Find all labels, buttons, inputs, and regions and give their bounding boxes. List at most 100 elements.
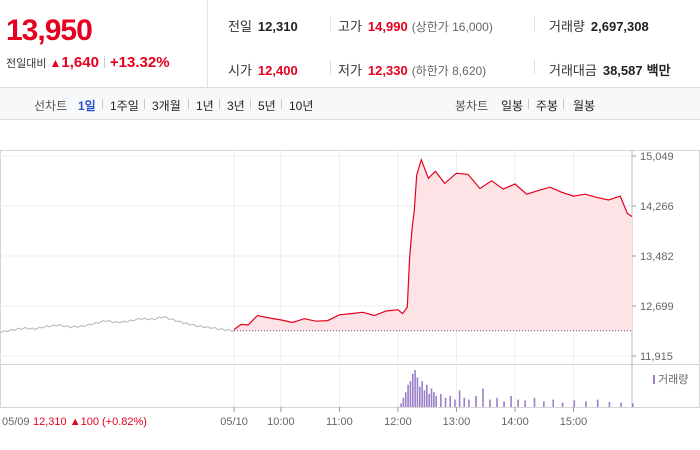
- volume-bar: [409, 381, 412, 407]
- y-tick-label: 14,266: [640, 201, 674, 213]
- volume-bar: [407, 384, 409, 407]
- x-tick-label: 14:00: [501, 416, 529, 428]
- tab-weekly-candle[interactable]: 주봉: [536, 99, 559, 113]
- amount-unit: 백만: [646, 63, 671, 78]
- change-label: 전일대비: [6, 58, 47, 70]
- volume-bar: [608, 401, 611, 407]
- volume-bar: [524, 400, 526, 407]
- x-tick-label: 13:00: [443, 416, 471, 428]
- x-tick-label: 11:00: [326, 416, 353, 428]
- tab-10year[interactable]: 10년: [289, 99, 314, 113]
- x-tick-label: 05/09: [2, 416, 30, 428]
- y-tick-label: 15,049: [640, 151, 674, 163]
- divider: [534, 17, 535, 31]
- prev-close-label: 전일: [228, 19, 252, 34]
- stat-amount: 거래대금 38,587 백만: [549, 60, 671, 79]
- divider: [281, 99, 282, 109]
- prev-day-info: 12,310 ▲100 (+0.82%): [33, 416, 147, 428]
- volume-bar: [400, 403, 402, 407]
- prev-close-value: 12,310: [257, 19, 298, 34]
- volume-label: 거래량: [549, 19, 585, 34]
- volume-bar: [489, 399, 491, 407]
- volume-bar: [533, 397, 536, 407]
- open-value: 12,400: [257, 63, 298, 78]
- volume-bar: [404, 392, 407, 407]
- volume-legend-label: 거래량: [658, 373, 688, 386]
- divider: [330, 60, 331, 74]
- change-value: 1,640: [61, 54, 99, 71]
- low-label: 저가: [338, 63, 362, 78]
- x-tick-label: 10:00: [267, 416, 295, 428]
- divider: [103, 56, 105, 68]
- stat-low: 저가 12,330 (하한가 8,620): [338, 60, 486, 79]
- tab-1day[interactable]: 1일: [78, 99, 96, 113]
- divider: [144, 99, 145, 109]
- volume-bar: [421, 381, 423, 407]
- x-tick-label: 12:00: [384, 416, 412, 428]
- volume-bar: [449, 395, 452, 407]
- volume-bar: [458, 390, 461, 407]
- volume-bar: [552, 399, 555, 407]
- current-price: 13,950: [6, 14, 93, 47]
- line-chart-title: 선차트: [34, 99, 68, 113]
- area-fill: [234, 159, 632, 331]
- series-line-05-09: [0, 316, 235, 334]
- volume-bar: [440, 394, 442, 407]
- volume-bar: [428, 394, 430, 407]
- stat-prev-close: 전일 12,310: [228, 16, 298, 35]
- divider: [102, 99, 103, 109]
- volume-bar: [454, 399, 456, 407]
- volume-bar: [596, 399, 599, 407]
- x-tick-label: 15:00: [560, 416, 588, 428]
- change-row: 전일대비 ▲1,640 +13.32%: [6, 54, 170, 71]
- volume-value: 2,697,308: [590, 19, 649, 34]
- y-tick-label: 13,482: [640, 251, 674, 263]
- chart-canvas: 15,049 14,266 13,482 12,699 11,915 거래량 05/09 05…: [0, 150, 700, 428]
- divider: [330, 17, 331, 31]
- divider: [534, 60, 535, 74]
- volume-bar: [496, 397, 498, 407]
- tab-3month[interactable]: 3개월: [152, 99, 181, 113]
- open-label: 시가: [228, 63, 252, 78]
- volume-bar: [435, 395, 437, 407]
- volume-bar: [444, 397, 447, 407]
- volume-bar: [620, 402, 622, 407]
- price-chart: 15,049 14,266 13,482 12,699 11,915 거래량 05/09 05…: [0, 120, 700, 450]
- candle-chart-title: 봉차트: [455, 99, 489, 113]
- stat-high: 고가 14,990 (상한가 16,000): [338, 16, 493, 35]
- tab-1year[interactable]: 1년: [196, 99, 214, 113]
- divider: [188, 99, 189, 109]
- amount-value: 38,587: [602, 63, 643, 78]
- high-label: 고가: [338, 19, 362, 34]
- tab-daily-candle[interactable]: 일봉: [501, 99, 524, 113]
- volume-bar: [482, 388, 484, 407]
- volume-panel-frame: [0, 364, 700, 408]
- divider: [250, 99, 251, 109]
- tab-3year[interactable]: 3년: [227, 99, 245, 113]
- volume-bar: [402, 397, 405, 407]
- tab-5year[interactable]: 5년: [258, 99, 276, 113]
- chart-tab-bar: 선차트 1일 1주일 3개월 1년 3년 5년 10년 봉차트 일봉 주봉 월봉: [0, 88, 700, 120]
- volume-bar: [423, 390, 426, 407]
- y-tick-label: 12,699: [640, 301, 674, 313]
- stat-volume: 거래량 2,697,308: [549, 16, 649, 35]
- volume-legend-swatch: [653, 375, 655, 384]
- volume-bar: [632, 403, 634, 407]
- volume-bar: [463, 397, 466, 407]
- volume-bar: [433, 392, 435, 407]
- up-arrow-icon: ▲: [49, 56, 62, 70]
- amount-label: 거래대금: [549, 63, 597, 78]
- quote-summary: 13,950 전일대비 ▲1,640 +13.32% 전일 12,310 고가 14,9…: [0, 0, 700, 88]
- volume-bar: [418, 386, 421, 407]
- volume-bar: [543, 401, 545, 407]
- divider: [528, 99, 529, 109]
- volume-bar: [414, 370, 416, 407]
- upper-limit: (상한가 16,000): [411, 20, 493, 34]
- volume-bar: [503, 401, 505, 407]
- tab-1week[interactable]: 1주일: [110, 99, 139, 113]
- volume-bar: [585, 401, 587, 407]
- tab-monthly-candle[interactable]: 월봉: [573, 99, 596, 113]
- divider: [219, 99, 220, 109]
- stat-open: 시가 12,400: [228, 60, 298, 79]
- divider: [563, 99, 564, 109]
